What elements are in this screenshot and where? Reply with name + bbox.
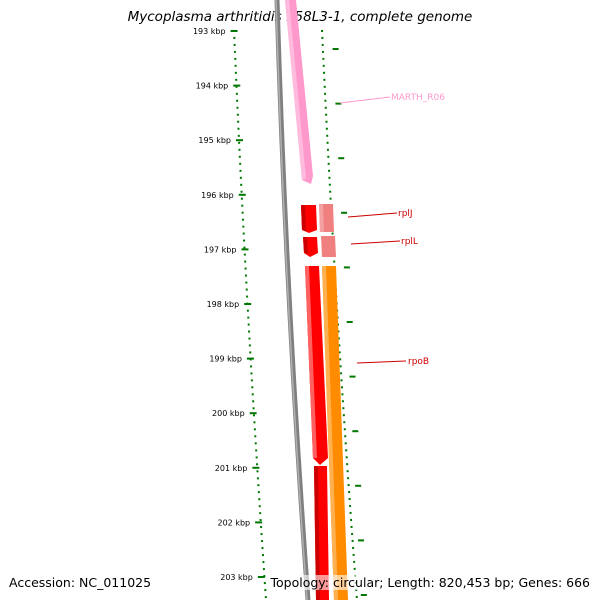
accession-label: Accession: NC_011025 (9, 575, 152, 590)
genome-summary: Topology: circular; Length: 820,453 bp; … (270, 575, 590, 590)
genome-backbone (274, 0, 311, 600)
kbp-tick-label: 199 kbp (209, 355, 242, 364)
gene-label-leaders (339, 96, 407, 364)
kbp-tick-label: 194 kbp (196, 82, 229, 91)
kbp-tick-label: 195 kbp (198, 136, 231, 145)
feature-marth-r06[interactable] (285, 0, 313, 184)
kbp-tick-label: 193 kbp (193, 27, 226, 36)
inner-tick-track (233, 29, 267, 600)
kbp-tick-label: 200 kbp (212, 409, 245, 418)
kbp-tick-label: 201 kbp (215, 464, 248, 473)
feature-rpob[interactable] (305, 266, 348, 600)
kbp-tick-label: 198 kbp (207, 300, 240, 309)
map-title: Mycoplasma arthritidis 158L3-1, complete… (127, 9, 473, 25)
kbp-tick-label: 196 kbp (201, 191, 234, 200)
kbp-tick-label: 203 kbp (220, 573, 253, 582)
kbp-tick-label: 202 kbp (218, 518, 251, 527)
feature-next[interactable] (314, 466, 329, 600)
backbone-highlight (275, 0, 308, 600)
outer-track (321, 29, 358, 600)
gene-label-marth-r06[interactable]: MARTH_R06 (391, 93, 445, 103)
gene-label-rpll[interactable]: rplL (401, 237, 418, 247)
kbp-tick-label: 197 kbp (204, 245, 237, 254)
feature-rplj[interactable] (301, 204, 334, 233)
gene-label-rplj[interactable]: rplJ (398, 209, 413, 219)
gene-label-rpob[interactable]: rpoB (408, 357, 429, 367)
feature-rpll[interactable] (303, 236, 336, 257)
